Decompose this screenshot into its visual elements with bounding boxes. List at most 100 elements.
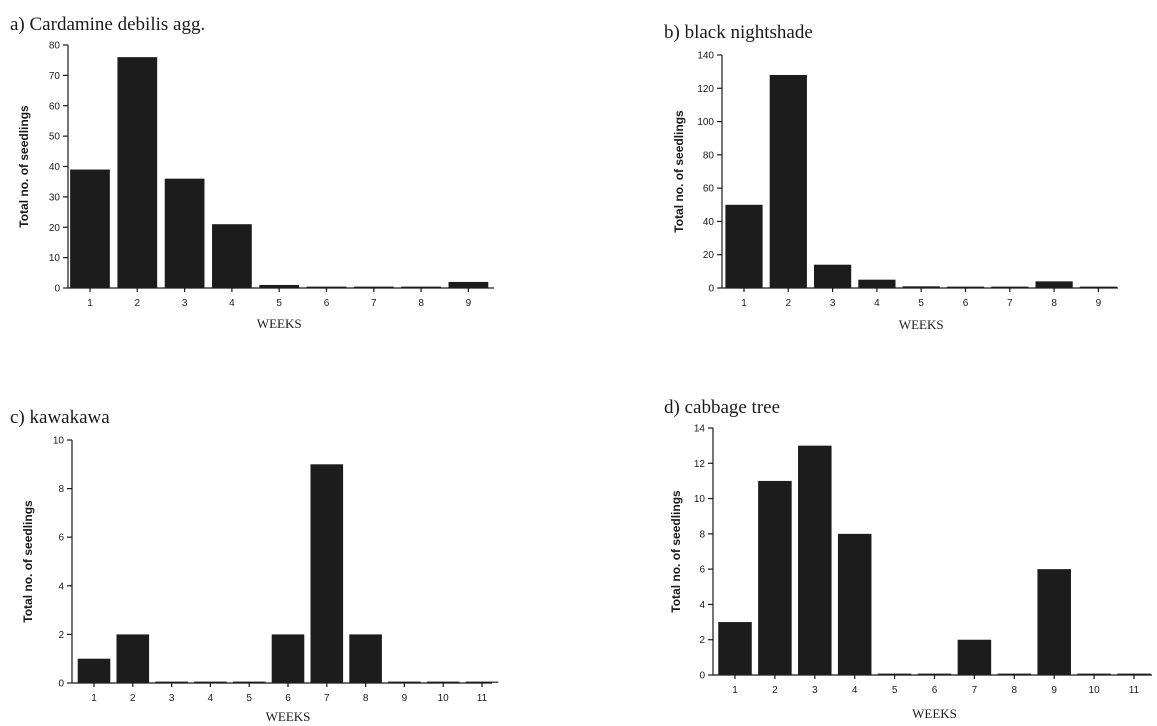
bar [271,634,305,683]
x-tick-label: 9 [402,693,408,704]
x-tick-label: 10 [438,693,450,704]
x-tick-label: 7 [371,298,377,309]
x-tick-label: 10 [1089,685,1101,696]
y-tick-label: 140 [697,51,714,62]
x-tick-label: 1 [91,693,97,704]
y-axis-label: Total no. of seedlings [21,500,35,623]
bar [77,658,111,683]
x-tick-label: 11 [1129,685,1140,696]
x-tick-label: 4 [874,298,880,309]
y-tick-label: 2 [58,630,64,641]
panel-b: b) black nightshade 0 20 40 60 80 100 120 140 1 2… [664,22,1118,332]
y-tick-label: 10 [694,494,706,505]
x-axis-label: WEEKS [266,709,311,724]
x-tick-label: 5 [276,298,282,309]
y-tick-label: 14 [694,424,706,435]
bar [259,284,300,288]
x-tick-label: 7 [324,693,330,704]
x-tick-label: 6 [285,693,291,704]
y-tick-label: 70 [49,71,61,82]
y-tick-label: 80 [49,41,61,52]
x-tick-label: 3 [812,685,818,696]
x-tick-label: 8 [418,298,424,309]
x-tick-label: 1 [87,298,93,309]
x-tick-label: 4 [208,693,214,704]
x-tick-label: 2 [135,298,141,309]
bar [758,480,792,675]
y-tick-label: 6 [699,565,705,576]
x-axis-label: WEEKS [912,706,957,721]
panel-d-title: d) cabbage tree [664,397,780,418]
bar [116,634,150,683]
bar [1037,569,1071,675]
y-tick-label: 8 [58,484,64,495]
y-tick-label: 20 [703,250,715,261]
bar [117,57,158,289]
y-tick-label: 0 [58,679,64,690]
x-tick-label: 4 [852,685,858,696]
x-axis-label: WEEKS [899,317,944,332]
x-tick-label: 1 [732,685,738,696]
y-tick-label: 4 [699,600,705,611]
panel-c-title: c) kawakawa [10,407,110,428]
y-axis-label: Total no. of seedlings [669,490,683,613]
y-tick-label: 10 [53,436,65,447]
y-tick-label: 0 [708,284,714,295]
x-tick-label: 6 [932,685,938,696]
y-tick-label: 0 [54,284,60,295]
x-tick-label: 2 [786,298,792,309]
x-tick-label: 9 [1096,298,1102,309]
bar [349,634,382,683]
x-tick-label: 9 [1051,685,1057,696]
x-tick-label: 11 [477,693,488,704]
y-tick-label: 120 [697,84,714,95]
bar [858,279,896,288]
panel-a: a) Cardamine debilis agg. 0 10 20 30 40 50 60 7… [10,14,494,331]
panel-a-title: a) Cardamine debilis agg. [10,14,205,35]
bar [769,74,807,288]
bar [1035,281,1073,288]
bar [164,178,205,288]
x-tick-label: 7 [972,685,978,696]
x-tick-label: 9 [466,298,472,309]
x-tick-label: 8 [1012,685,1018,696]
y-tick-label: 40 [49,162,61,173]
x-tick-label: 2 [772,685,778,696]
y-tick-label: 2 [699,635,705,646]
y-tick-label: 60 [49,101,61,112]
y-tick-label: 100 [697,117,714,128]
x-tick-label: 5 [892,685,898,696]
panel-b-title: b) black nightshade [664,22,813,43]
y-tick-label: 80 [703,150,715,161]
y-tick-label: 50 [49,132,61,143]
x-tick-label: 6 [963,298,969,309]
x-tick-label: 6 [324,298,330,309]
x-tick-label: 3 [182,298,188,309]
y-tick-label: 4 [58,581,64,592]
bar [310,464,344,683]
y-axis-label: Total no. of seedlings [17,105,31,228]
y-tick-label: 8 [699,529,705,540]
bar [902,286,940,288]
bar [813,264,852,288]
y-tick-label: 0 [699,671,705,682]
x-tick-label: 8 [363,693,369,704]
y-axis-label: Total no. of seedlings [672,110,686,233]
bar [837,533,872,675]
y-tick-label: 20 [49,223,61,234]
y-tick-label: 60 [703,184,715,195]
x-tick-label: 7 [1007,298,1013,309]
bar [70,169,110,288]
x-tick-label: 1 [741,298,747,309]
x-tick-label: 4 [229,298,235,309]
x-axis-label: WEEKS [257,316,302,331]
bar [725,204,763,288]
bar [212,224,252,288]
x-tick-label: 5 [246,693,252,704]
x-tick-label: 5 [918,298,924,309]
x-tick-label: 3 [169,693,175,704]
y-tick-label: 6 [58,533,64,544]
x-tick-label: 2 [130,693,136,704]
